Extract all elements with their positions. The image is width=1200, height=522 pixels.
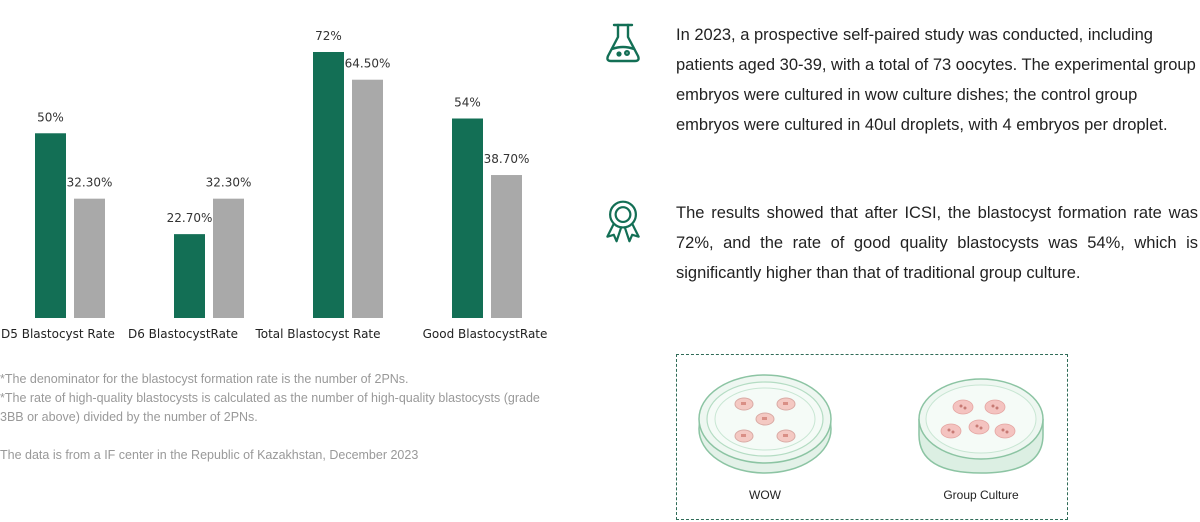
bar-value-label: 32.30% (67, 176, 113, 190)
footnote-high-quality: *The rate of high-quality blastocysts is… (0, 391, 540, 424)
bar-value-label: 54% (454, 96, 481, 110)
culture-dish-illustration: WOW Group Culture (676, 354, 1068, 520)
award-ribbon-icon (606, 200, 640, 243)
bars-group (35, 52, 522, 318)
bar-value-label: 72% (315, 29, 342, 43)
bar-value-label: 50% (37, 110, 64, 124)
chart-footnotes: *The denominator for the blastocyst form… (0, 370, 560, 427)
bar-1-series-1 (213, 198, 244, 318)
bar-value-label: 64.50% (345, 57, 391, 71)
results-text: The results showed that after ICSI, the … (676, 204, 1198, 282)
flask-icon (606, 23, 640, 63)
bar-value-label: 38.70% (484, 152, 530, 166)
category-label: Good BlastocystRate (423, 327, 548, 341)
bar-value-label: 32.30% (206, 176, 252, 190)
bar-value-labels: 50% 32.30% 22.70% 32.30% 72%64.50% 54% 38.70% (37, 29, 529, 225)
bar-0-series-1 (74, 198, 105, 318)
bar-2-series-1 (352, 79, 383, 318)
blastocyst-rate-bar-chart: 50%32.30%22.70%32.30%72%64.50%54%38.70% … (1, 29, 547, 341)
bar-1-series-0 (174, 234, 205, 318)
group-culture-dish-label: Group Culture (943, 488, 1019, 502)
category-label: D5 Blastocyst Rate (1, 327, 115, 341)
bar-2-series-0 (313, 52, 344, 318)
category-labels: D5 Blastocyst Rate D6 BlastocystRate Total… (1, 327, 547, 341)
wow-dish-image (698, 374, 832, 474)
data-source-note: The data is from a IF center in the Repu… (0, 448, 419, 462)
footnote-denominator: *The denominator for the blastocyst form… (0, 372, 409, 386)
bar-3-series-0 (452, 118, 483, 318)
category-label: D6 BlastocystRate (128, 327, 238, 341)
study-text: In 2023, a prospective self-paired study… (676, 26, 1196, 134)
bar-3-series-1 (491, 175, 522, 318)
group-culture-dish-image (918, 378, 1044, 474)
category-label: Total Blastocyst Rate (254, 327, 380, 341)
wow-dish-label: WOW (749, 488, 781, 502)
bar-value-label: 22.70% (167, 211, 213, 225)
bar-0-series-0 (35, 133, 66, 318)
